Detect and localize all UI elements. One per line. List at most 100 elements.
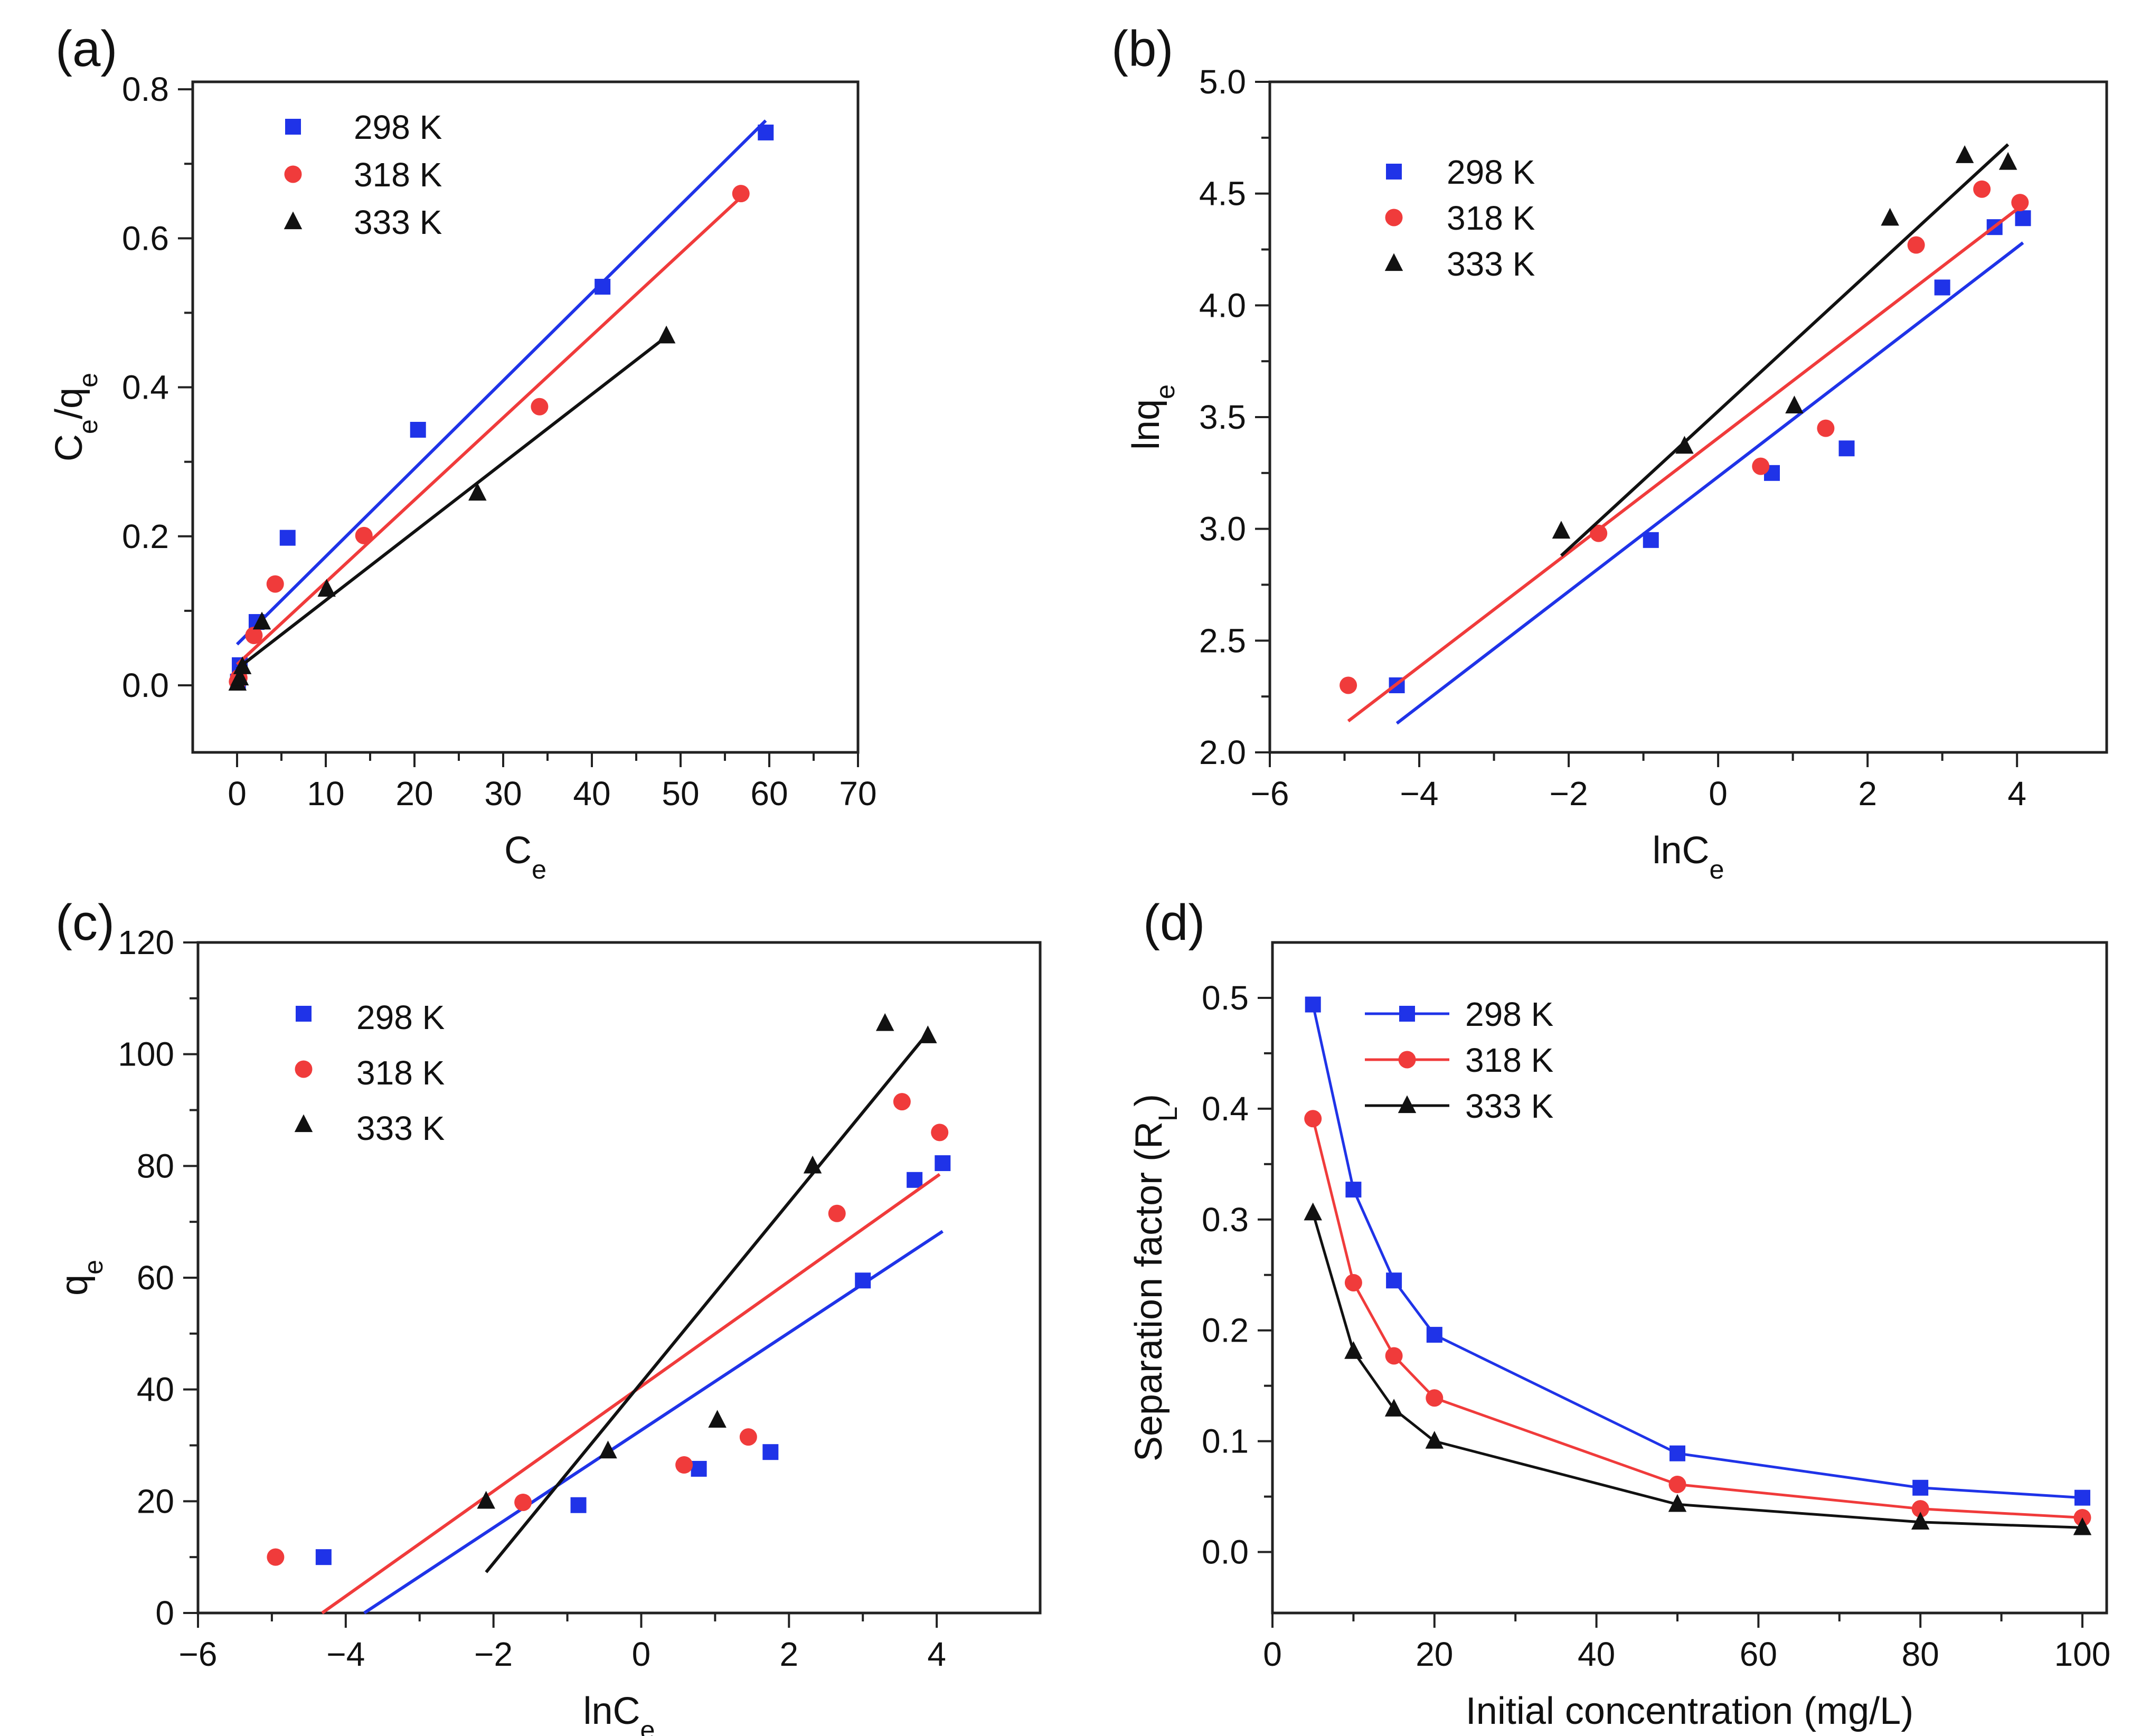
series-318k xyxy=(267,1093,949,1615)
data-point xyxy=(570,1497,587,1513)
panel-d: (d) 0 20 40 60 80 100 0.0 0.1 0.2 0.3 0.4 0.5 Initial… xyxy=(1128,894,2110,1732)
y-tick-label: 120 xyxy=(118,923,174,961)
x-axis-title: Ce xyxy=(504,829,546,884)
legend: 298 K 318 K 333 K xyxy=(1365,995,1553,1125)
y-tick-label: 60 xyxy=(137,1259,174,1297)
x-tick-label: 0 xyxy=(1263,1635,1282,1673)
data-point xyxy=(1752,457,1770,475)
legend: 298 K 318 K 333 K xyxy=(294,998,445,1147)
y-tick-label: 20 xyxy=(137,1482,174,1520)
y-tick-label: 0.3 xyxy=(1202,1201,1249,1239)
legend-marker xyxy=(1399,1006,1415,1022)
x-tick-label: 30 xyxy=(484,775,522,813)
fit-line xyxy=(235,196,742,666)
legend-marker xyxy=(1385,209,1403,227)
data-point xyxy=(1911,1500,1929,1518)
legend-label: 333 K xyxy=(354,203,442,241)
x-tick-label: 0 xyxy=(632,1635,651,1673)
x-tick-label: 2 xyxy=(1858,775,1877,813)
data-point xyxy=(514,1493,532,1511)
y-tick-label: 80 xyxy=(137,1147,174,1185)
series-line xyxy=(1312,1118,2083,1519)
legend-marker xyxy=(284,165,302,183)
data-point xyxy=(2073,1517,2092,1535)
legend-label: 298 K xyxy=(354,108,442,146)
legend-marker xyxy=(294,1114,313,1133)
data-point xyxy=(1344,1273,1362,1291)
data-point xyxy=(1881,207,1899,226)
series-333k xyxy=(1552,143,2017,557)
x-tick-label: 50 xyxy=(662,775,699,813)
y-axis-title: Ce/qe xyxy=(48,373,103,461)
data-point xyxy=(657,325,676,344)
data-point xyxy=(739,1428,757,1446)
data-point xyxy=(1643,532,1659,548)
data-point xyxy=(893,1093,911,1111)
y-tick-label: 0.4 xyxy=(122,369,169,407)
y-tick-label: 5.0 xyxy=(1199,63,1246,101)
series-298k xyxy=(230,119,774,690)
y-tick-label: 100 xyxy=(118,1035,174,1073)
data-point xyxy=(855,1272,871,1289)
data-point xyxy=(279,530,296,546)
data-point xyxy=(803,1155,822,1174)
x-tick-label: 0 xyxy=(1709,775,1728,813)
x-tick-label: 60 xyxy=(750,775,788,813)
data-point xyxy=(708,1410,727,1428)
panel-label: (a) xyxy=(55,21,117,77)
legend-marker xyxy=(285,119,301,135)
series-318k xyxy=(1340,180,2029,723)
x-tick-label: 40 xyxy=(1578,1635,1615,1673)
legend: 298 K 318 K 333 K xyxy=(284,108,442,241)
x-tick-label: −4 xyxy=(1400,775,1439,813)
legend-label: 318 K xyxy=(356,1054,445,1092)
x-tick-label: 20 xyxy=(1416,1635,1453,1673)
data-point xyxy=(595,279,611,295)
x-tick-label: −2 xyxy=(1550,775,1588,813)
panel-label: (b) xyxy=(1111,21,1173,77)
fit-line xyxy=(485,1032,929,1573)
panel-a: (a) 0 10 20 30 40 50 60 70 0.0 0.2 0.4 0.6 0.8 Ce Ce/qe… xyxy=(48,21,877,884)
y-tick-label: 2.0 xyxy=(1199,733,1246,771)
data-point xyxy=(468,483,487,501)
y-tick-label: 0.6 xyxy=(122,219,169,257)
y-tick-label: 0.5 xyxy=(1202,979,1249,1017)
legend-label: 318 K xyxy=(1447,199,1535,237)
data-point xyxy=(2015,210,2031,227)
legend-label: 333 K xyxy=(1447,245,1535,283)
x-axis-title: lnCe xyxy=(583,1690,655,1736)
x-tick-label: −6 xyxy=(179,1635,218,1673)
y-axis-title: qe xyxy=(53,1260,108,1296)
data-point xyxy=(675,1456,693,1474)
data-point xyxy=(1340,676,1357,694)
data-point xyxy=(1838,440,1855,457)
legend-marker xyxy=(1386,164,1402,180)
x-tick-label: 60 xyxy=(1740,1635,1777,1673)
data-point xyxy=(1907,236,1925,254)
y-tick-label: 0.4 xyxy=(1202,1090,1249,1128)
data-point xyxy=(477,1490,495,1509)
data-point xyxy=(245,626,263,644)
data-point xyxy=(1668,1475,1686,1493)
data-point xyxy=(267,1548,285,1566)
plot-frame xyxy=(191,80,860,754)
legend-label: 298 K xyxy=(1465,995,1553,1033)
panel-b: (b) −6 −4 −2 0 2 4 2.0 2.5 3.0 3.5 4.0 4.5 5.0 lnCe lnq… xyxy=(1111,21,2108,884)
x-tick-label: −4 xyxy=(326,1635,365,1673)
data-point xyxy=(1552,521,1571,539)
panel-label: (c) xyxy=(55,894,115,951)
legend-label: 333 K xyxy=(356,1109,445,1147)
series-line xyxy=(1312,1004,2083,1499)
series-298k xyxy=(1389,210,2031,725)
data-point xyxy=(1344,1341,1363,1359)
data-point xyxy=(1973,180,1991,198)
data-point xyxy=(2074,1489,2090,1506)
data-point xyxy=(1426,1327,1442,1343)
series-333k xyxy=(477,1013,937,1573)
x-tick-label: −2 xyxy=(474,1635,513,1673)
x-tick-label: −6 xyxy=(1251,775,1289,813)
data-point xyxy=(935,1155,951,1172)
data-point xyxy=(266,575,284,593)
data-point xyxy=(1934,279,1950,296)
plot-frame xyxy=(196,941,1042,1615)
